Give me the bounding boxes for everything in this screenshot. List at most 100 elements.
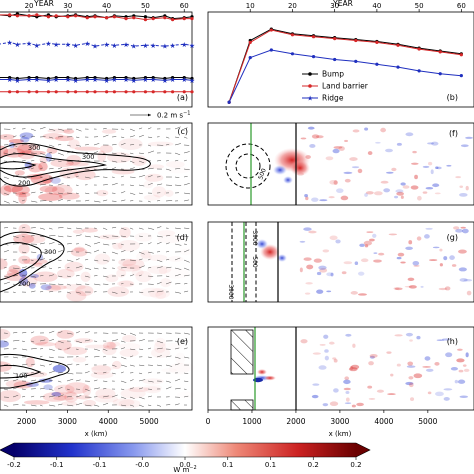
wind-vector: [57, 192, 64, 195]
field-shade: [54, 135, 74, 142]
series-point: [396, 43, 400, 47]
wind-vector: [57, 403, 63, 406]
series-point: [459, 53, 463, 57]
anomaly-speck: [351, 404, 356, 408]
field-shade: [17, 144, 32, 155]
series-point: [171, 90, 175, 94]
wind-vector: [102, 275, 109, 278]
field-shade: [160, 277, 172, 288]
wind-vector: [138, 339, 145, 342]
xtick-label: 20: [25, 2, 34, 10]
series-point: ★: [53, 76, 59, 84]
wind-vector: [84, 331, 90, 334]
wind-vector: [120, 250, 126, 253]
wind-vector: [30, 235, 35, 237]
wind-vector: [138, 127, 143, 130]
series-point: [112, 15, 116, 19]
wind-vector: [57, 167, 63, 170]
field-shade: [25, 382, 39, 387]
wind-vector: [183, 283, 188, 285]
anomaly-speck: [388, 233, 398, 236]
field-shade: [19, 275, 38, 287]
wind-vector: [21, 332, 27, 334]
wind-vector: [93, 356, 100, 358]
wind-vector: [48, 235, 56, 237]
wind-vector: [147, 182, 153, 186]
wind-vector: [84, 339, 91, 342]
anomaly-speck: [333, 358, 338, 363]
anomaly-speck: [425, 368, 434, 372]
series-point: [85, 16, 89, 20]
anomaly-speck: [340, 195, 349, 201]
field-shade: [19, 277, 29, 286]
wind-vector: [57, 380, 62, 383]
wind-vector: [120, 235, 126, 237]
series-line: [228, 28, 462, 103]
xtick-label: 4000: [374, 417, 393, 426]
right-xlabel: x (km): [329, 430, 352, 438]
wind-vector: [84, 388, 90, 392]
wind-vector: [165, 266, 172, 269]
wind-vector: [75, 348, 79, 350]
series-point: ★: [162, 77, 168, 85]
panel-f-contour-label: 500: [257, 167, 268, 180]
wind-vector: [57, 331, 63, 334]
wind-vector: [138, 265, 145, 269]
wind-vector: [75, 192, 79, 194]
anomaly-speck: [364, 244, 369, 248]
wind-vector: [138, 243, 143, 245]
field-shade: [82, 384, 92, 397]
wind-vector: [75, 379, 81, 382]
wind-vector: [138, 387, 144, 390]
xtick-label: 3000: [330, 417, 349, 426]
wind-vector: [30, 128, 36, 131]
series-point: ★: [131, 77, 137, 85]
anomaly-speck: [435, 166, 439, 170]
xtick-label: 1000: [242, 417, 261, 426]
wind-vector: [57, 267, 61, 269]
field-shade: [99, 144, 113, 153]
anomaly-speck: [413, 265, 420, 267]
wind-vector: [30, 404, 37, 407]
wind-vector: [75, 128, 82, 132]
wind-vector: [138, 258, 143, 261]
series-point: [54, 90, 58, 94]
wind-vector: [120, 199, 126, 202]
wind-vector: [111, 251, 118, 255]
wind-vector: [84, 404, 92, 407]
wind-vector: [183, 290, 189, 293]
field-shade: [155, 290, 167, 299]
field-shade: [11, 184, 30, 195]
anomaly-speck: [400, 261, 406, 264]
wind-vector: [174, 283, 181, 285]
wind-vector: [12, 379, 19, 382]
wind-vector: [111, 152, 117, 154]
wind-vector: [48, 388, 54, 391]
wind-vector: [120, 388, 125, 390]
field-shade: [45, 285, 61, 292]
field-shade: [119, 226, 131, 239]
wind-vector: [3, 267, 7, 269]
field-shade: [112, 360, 122, 370]
series-point: ★: [14, 41, 20, 49]
series-point: ★: [0, 41, 1, 49]
series-point: [354, 59, 358, 64]
series-point: ★: [53, 41, 59, 49]
panel-b-label: (b): [447, 93, 458, 102]
anomaly-speck: [345, 391, 350, 395]
anomaly-speck: [305, 282, 313, 285]
field-shade: [30, 335, 49, 345]
wind-vector: [174, 227, 181, 230]
wind-vector: [138, 274, 142, 277]
field-shade: [39, 185, 58, 193]
anomaly-speck: [397, 252, 405, 257]
wind-vector: [174, 340, 179, 343]
anomaly-speck: [390, 373, 394, 377]
anomaly-speck: [410, 162, 419, 165]
wind-vector: [57, 152, 64, 156]
anomaly-speck: [364, 192, 368, 197]
wind-vector: [57, 160, 62, 163]
wind-vector: [102, 380, 108, 382]
series-line: [228, 49, 462, 103]
